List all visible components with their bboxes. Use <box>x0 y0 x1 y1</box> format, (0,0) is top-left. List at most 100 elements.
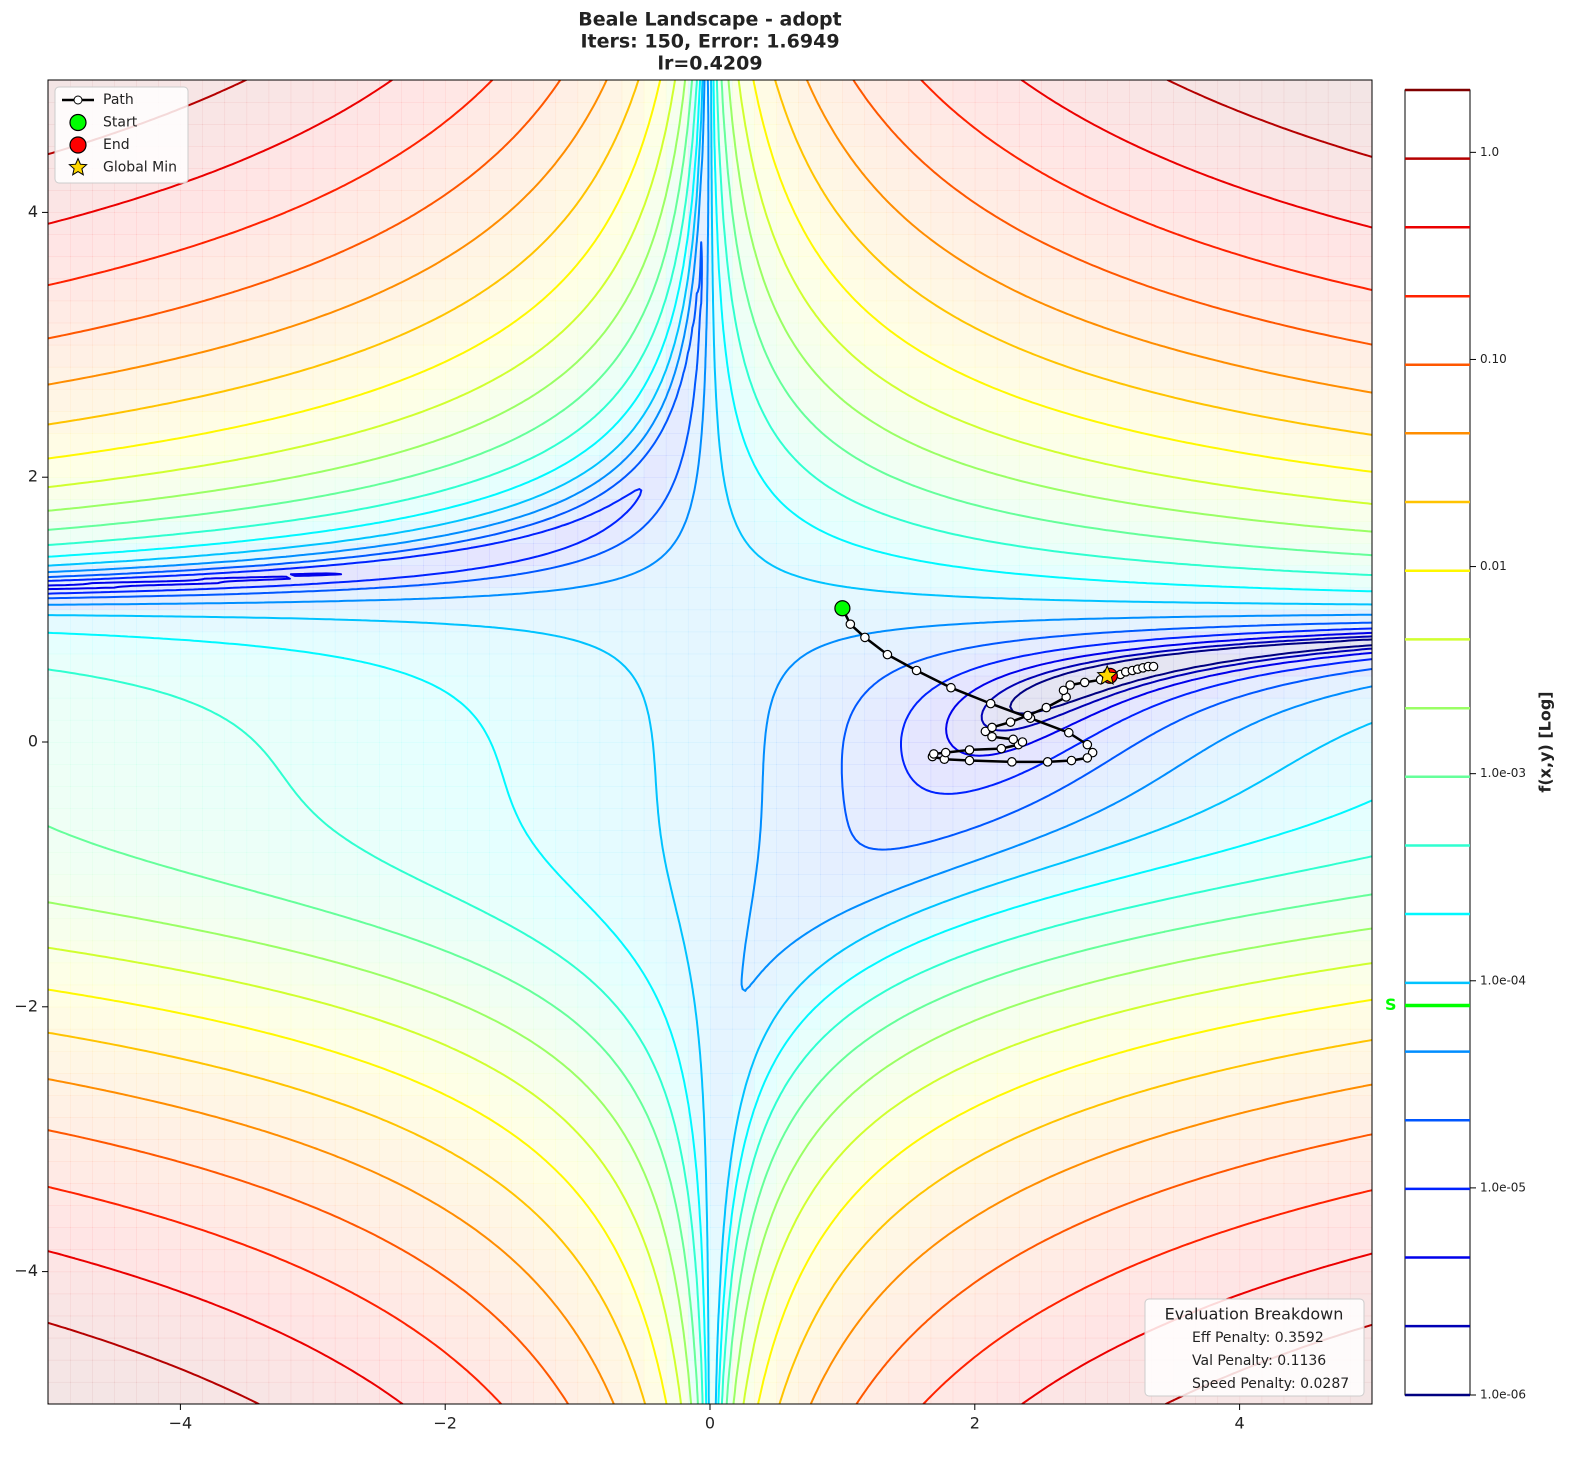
background-cell <box>996 1095 1020 1118</box>
background-cell <box>268 212 292 235</box>
background-cell <box>224 543 248 566</box>
background-cell <box>1129 1227 1152 1251</box>
background-cell <box>1195 1183 1219 1206</box>
chart-subtitle: lr=0.4209 <box>657 53 762 75</box>
background-cell <box>1018 918 1042 942</box>
background-cell <box>776 1095 799 1118</box>
background-cell <box>467 1006 490 1030</box>
background-cell <box>555 1249 579 1273</box>
background-cell <box>312 1050 336 1074</box>
background-cell <box>1195 874 1219 897</box>
background-cell <box>996 1315 1020 1339</box>
background-cell <box>356 190 380 213</box>
background-cell <box>1349 102 1372 125</box>
background-cell <box>1151 1050 1174 1074</box>
background-cell <box>356 1227 380 1251</box>
background-cell <box>312 675 336 699</box>
background-cell <box>996 1337 1020 1361</box>
background-cell <box>1041 212 1064 235</box>
background-cell <box>1283 190 1307 213</box>
background-cell <box>798 1205 821 1228</box>
background-cell <box>1018 565 1042 589</box>
background-cell <box>908 124 932 147</box>
background-cell <box>754 764 777 787</box>
background-cell <box>621 896 645 920</box>
background-cell <box>555 565 579 589</box>
background-cell <box>908 322 932 346</box>
background-cell <box>599 874 623 897</box>
background-cell <box>224 124 248 147</box>
background-cell <box>908 1381 932 1404</box>
background-cell <box>202 719 226 743</box>
background-cell <box>1041 455 1064 478</box>
background-cell <box>577 742 601 765</box>
background-cell <box>643 631 667 655</box>
background-cell <box>1107 322 1130 346</box>
background-cell <box>533 962 557 986</box>
background-cell <box>1195 1271 1219 1295</box>
background-cell <box>599 675 623 699</box>
background-cell <box>1173 587 1196 611</box>
background-cell <box>48 786 71 809</box>
background-cell <box>732 719 755 743</box>
background-cell <box>158 278 181 302</box>
background-cell <box>886 388 910 412</box>
background-cell <box>1085 1028 1108 1052</box>
background-cell <box>1283 499 1307 522</box>
background-cell <box>379 1293 402 1317</box>
background-cell <box>952 852 976 875</box>
background-cell <box>974 830 998 853</box>
background-cell <box>710 1293 733 1317</box>
background-cell <box>401 300 424 324</box>
background-cell <box>489 918 512 942</box>
background-cell <box>1239 388 1263 412</box>
background-cell <box>224 896 248 920</box>
background-cell <box>312 962 336 986</box>
background-cell <box>1217 1227 1241 1251</box>
background-cell <box>1327 80 1351 103</box>
background-cell <box>70 521 93 544</box>
background-cell <box>136 697 159 721</box>
background-cell <box>1239 278 1263 302</box>
background-cell <box>864 477 888 500</box>
background-cell <box>1261 808 1285 831</box>
background-cell <box>577 719 601 743</box>
background-cell <box>1107 918 1130 942</box>
background-cell <box>1107 984 1130 1008</box>
background-cell <box>202 1095 226 1118</box>
background-cell <box>1151 874 1174 897</box>
background-cell <box>467 102 490 125</box>
background-cell <box>1283 1161 1307 1184</box>
background-cell <box>1349 1006 1372 1030</box>
background-cell <box>842 1117 865 1140</box>
background-cell <box>401 719 424 743</box>
background-cell <box>312 168 336 191</box>
background-cell <box>687 1139 711 1162</box>
background-cell <box>952 1381 976 1404</box>
background-cell <box>754 697 777 721</box>
background-cell <box>1063 587 1086 611</box>
background-cell <box>180 1205 203 1228</box>
background-cell <box>710 786 733 809</box>
background-cell <box>820 764 843 787</box>
background-cell <box>1327 190 1351 213</box>
background-cell <box>268 146 292 169</box>
background-cell <box>533 1183 557 1206</box>
background-cell <box>136 984 159 1008</box>
background-cell <box>268 786 292 809</box>
background-cell <box>445 896 468 920</box>
chart-subtitle: Iters: 150, Error: 1.6949 <box>580 31 839 53</box>
background-cell <box>334 322 358 346</box>
background-cell <box>202 1337 226 1361</box>
background-cell <box>180 764 203 787</box>
background-cell <box>643 1249 667 1273</box>
background-cell <box>1085 344 1108 368</box>
background-cell <box>1305 344 1329 368</box>
background-cell <box>268 1227 292 1251</box>
background-cell <box>533 1139 557 1162</box>
background-cell <box>798 1337 821 1361</box>
background-cell <box>334 1271 358 1295</box>
background-cell <box>1173 411 1196 434</box>
background-cell <box>952 300 976 324</box>
background-cell <box>798 1271 821 1295</box>
